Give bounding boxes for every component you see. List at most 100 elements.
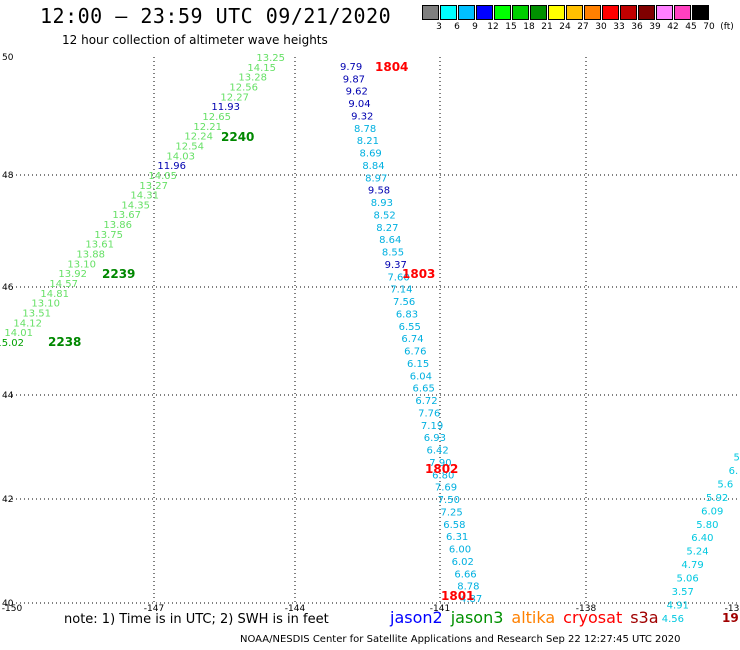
swh-value: 8.97 <box>365 173 387 184</box>
swh-value: 6.58 <box>443 520 465 531</box>
swh-value: 13.67 <box>112 210 141 221</box>
swh-value: 6.65 <box>413 384 435 395</box>
swh-value: 13.25 <box>256 53 285 64</box>
right-edge-track: 55.6.5.65.926.095.806.405.244.795.063.57… <box>662 452 740 625</box>
swh-value: 6.80 <box>432 470 454 481</box>
swh-value: 7.14 <box>390 285 412 296</box>
swh-value: 12.24 <box>184 132 213 143</box>
longitude-label: -13 <box>725 604 740 614</box>
swh-value: 8.84 <box>362 161 384 172</box>
swh-value: 7.60 <box>387 272 409 283</box>
swh-value: 7.90 <box>429 458 451 469</box>
swh-value: 3.57 <box>672 587 694 598</box>
swh-value: 13.27 <box>139 181 168 192</box>
swh-value: 8.52 <box>373 210 395 221</box>
swh-value: 6.31 <box>446 532 468 543</box>
swh-value: 6.55 <box>399 322 421 333</box>
swh-value: 6. <box>729 466 739 477</box>
time-label: 1804 <box>375 60 408 74</box>
swh-value: 6.04 <box>410 371 432 382</box>
color-scale-legend: 3 6 9 12 15 18 21 24 27 30 33 36 39 42 45 70 (ft) <box>422 5 734 32</box>
satellite-legend-jason2: jason2 <box>390 608 443 627</box>
altimeter-tracks: 13.2514.1513.2812.5612.2711.9312.6512.21… <box>0 53 740 625</box>
color-scale-box <box>674 5 691 20</box>
swh-value: 14.35 <box>121 200 150 211</box>
swh-value: 6.83 <box>396 309 418 320</box>
time-label: 2238 <box>48 335 81 349</box>
swh-value: 6.66 <box>454 569 476 580</box>
swh-value: 8.78 <box>457 582 479 593</box>
color-scale-label: 33 <box>613 22 625 32</box>
swh-value: 7.56 <box>393 297 415 308</box>
swh-value: 14.03 <box>166 151 195 162</box>
color-scale-box <box>584 5 601 20</box>
color-scale-label: 21 <box>541 22 553 32</box>
color-scale-box <box>692 5 709 20</box>
swh-value: 9.87 <box>343 74 365 85</box>
time-label: 1801 <box>441 589 474 603</box>
color-scale-label: 24 <box>559 22 571 32</box>
swh-value: 7.19 <box>421 421 443 432</box>
swh-value: 6.40 <box>691 533 713 544</box>
swh-value: 8.21 <box>357 136 379 147</box>
swh-value: 5.06 <box>677 574 699 585</box>
time-label: 1802 <box>425 462 458 476</box>
color-scale-label: 27 <box>577 22 589 32</box>
swh-value: 8.55 <box>382 248 404 259</box>
swh-value: 9.32 <box>351 111 373 122</box>
latitude-label: 40 <box>2 599 14 609</box>
map-grid <box>12 57 740 604</box>
latitude-label: 46 <box>2 283 14 293</box>
color-scale-boxes <box>422 5 710 20</box>
time-label: 2240 <box>221 130 254 144</box>
time-label: 2239 <box>102 267 135 281</box>
swh-value: 7.69 <box>435 483 457 494</box>
swh-value: 15.02 <box>0 338 24 349</box>
color-scale-label: 6 <box>454 22 460 32</box>
swh-value: 14.81 <box>40 289 69 300</box>
color-scale-label: 9 <box>472 22 478 32</box>
color-scale-box <box>494 5 511 20</box>
longitude-label: -141 <box>430 604 450 614</box>
color-scale-label: 42 <box>667 22 679 32</box>
color-scale-box <box>440 5 457 20</box>
swh-value: 12.56 <box>229 82 258 93</box>
swh-value: 5. <box>734 452 740 463</box>
longitude-label: -150 <box>2 604 23 614</box>
swh-value: 4.87 <box>460 594 482 605</box>
jason2-track: 9.799.879.629.049.328.788.218.698.848.97… <box>340 60 482 605</box>
footer-note: note: 1) Time is in UTC; 2) SWH is in fe… <box>64 612 329 627</box>
color-scale-labels: 3 6 9 12 15 18 21 24 27 30 33 36 39 42 45 70 (ft) <box>422 22 740 34</box>
swh-value: 13.86 <box>103 220 132 231</box>
swh-value: 11.96 <box>157 161 186 172</box>
swh-value: 13.75 <box>94 230 123 241</box>
swh-value: 12.54 <box>175 141 204 152</box>
swh-value: 13.10 <box>67 259 96 270</box>
swh-value: 13.51 <box>22 309 51 320</box>
swh-value: 12.65 <box>202 112 231 123</box>
color-scale-box <box>476 5 493 20</box>
color-scale-label: 15 <box>505 22 517 32</box>
swh-value: 6.00 <box>449 545 471 556</box>
color-scale-box <box>620 5 637 20</box>
swh-value: 5.92 <box>706 493 728 504</box>
jason3-track: 13.2514.1513.2812.5612.2711.9312.6512.21… <box>0 53 285 349</box>
page-subtitle: 12 hour collection of altimeter wave hei… <box>62 33 328 47</box>
color-scale-label: 18 <box>523 22 535 32</box>
swh-value: 9.62 <box>346 87 368 98</box>
credit-line: NOAA/NESDIS Center for Satellite Applica… <box>240 634 681 645</box>
color-scale-box <box>656 5 673 20</box>
swh-value: 13.10 <box>31 299 60 310</box>
color-scale-label: 45 <box>685 22 697 32</box>
color-scale-box <box>458 5 475 20</box>
swh-value: 14.05 <box>148 171 177 182</box>
page-title: 12:00 – 23:59 UTC 09/21/2020 <box>40 4 392 28</box>
longitude-label: -147 <box>144 604 164 614</box>
swh-value: 13.28 <box>238 73 267 84</box>
swh-value: 14.57 <box>49 279 78 290</box>
swh-value: 9.79 <box>340 62 362 73</box>
swh-value: 14.12 <box>13 318 42 329</box>
swh-value: 11.93 <box>211 102 240 113</box>
color-scale-box <box>638 5 655 20</box>
swh-value: 14.15 <box>247 63 276 74</box>
